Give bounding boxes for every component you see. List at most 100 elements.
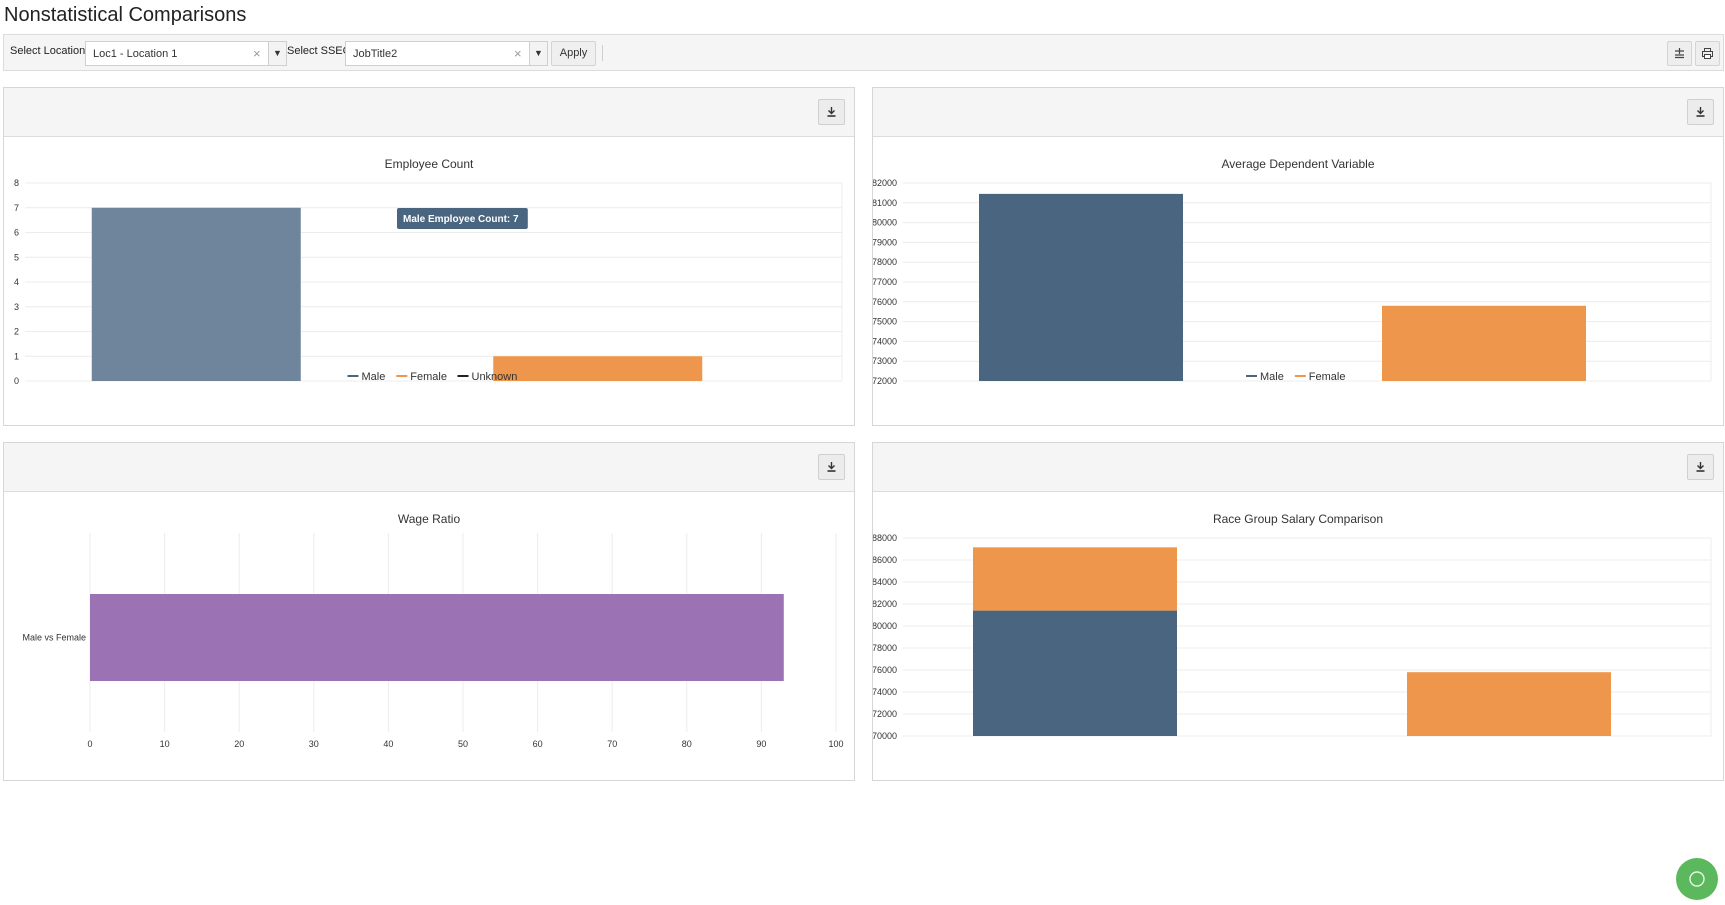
y-tick-label: 72000 (873, 709, 897, 719)
filter-settings-button[interactable] (1667, 41, 1692, 66)
tooltip-text: Male Employee Count: 7 (403, 214, 519, 225)
y-category-label: Male vs Female (22, 633, 86, 643)
legend-label: Male (1260, 371, 1284, 383)
x-tick-label: 50 (458, 739, 468, 749)
employee-count-panel: Employee Count 0 1 2 3 4 5 6 7 8 Male Female Unknown… (3, 87, 855, 426)
bar (91, 207, 301, 381)
y-tick-label: 82000 (873, 599, 897, 609)
tooltip-box (397, 208, 528, 229)
bar (1407, 672, 1611, 736)
average-dependent-variable-chart: Average Dependent Variable 72000 73000 7400… (873, 157, 1712, 386)
y-tick-label: 3 (14, 302, 19, 312)
y-tick-label: 0 (14, 376, 19, 386)
x-tick-label: 90 (756, 739, 766, 749)
y-tick-label: 70000 (873, 731, 897, 741)
panel-header (4, 88, 854, 137)
legend-label: Female (410, 371, 447, 383)
y-tick-label: 79000 (873, 237, 897, 247)
legend-label: Female (1309, 371, 1346, 383)
sseg-select-value: JobTitle2 (353, 48, 398, 60)
sseg-clear-icon[interactable]: × (514, 46, 522, 61)
download-button[interactable] (818, 454, 845, 480)
location-dropdown-icon[interactable]: ▼ (268, 42, 286, 65)
sseg-dropdown-icon[interactable]: ▼ (529, 42, 547, 65)
y-tick-label: 76000 (873, 297, 897, 307)
chart-title: Average Dependent Variable (1222, 157, 1375, 171)
bar (973, 610, 1177, 736)
legend-label: Unknown (472, 371, 518, 383)
print-icon (1702, 48, 1713, 59)
print-button[interactable] (1695, 41, 1720, 66)
race-group-salary-chart: Race Group Salary Comparison 70000 72000 74… (873, 512, 1712, 741)
chart-title: Race Group Salary Comparison (1213, 512, 1383, 526)
x-tick-label: 60 (533, 739, 543, 749)
panel-header (873, 88, 1723, 137)
y-tick-label: 72000 (873, 376, 897, 386)
chart-title: Wage Ratio (398, 512, 461, 526)
help-icon (1689, 871, 1705, 887)
race-group-salary-panel: Race Group Salary Comparison 70000 72000 74… (872, 442, 1724, 781)
y-tick-label: 2 (14, 327, 19, 337)
x-tick-label: 20 (234, 739, 244, 749)
location-clear-icon[interactable]: × (253, 46, 261, 61)
y-tick-label: 78000 (873, 643, 897, 653)
download-icon (827, 462, 836, 472)
help-fab-button[interactable] (1676, 858, 1718, 900)
x-tick-label: 80 (682, 739, 692, 749)
y-tick-label: 74000 (873, 336, 897, 346)
y-tick-label: 84000 (873, 577, 897, 587)
bar (493, 356, 703, 381)
x-tick-label: 10 (160, 739, 170, 749)
sseg-label: Select SSEG (287, 45, 352, 57)
y-tick-label: 7 (14, 203, 19, 213)
y-tick-label: 6 (14, 228, 19, 238)
x-tick-label: 40 (383, 739, 393, 749)
x-tick-label: 0 (87, 739, 92, 749)
average-dependent-variable-panel: Average Dependent Variable 72000 73000 7400… (872, 87, 1724, 426)
y-tick-label: 81000 (873, 198, 897, 208)
location-select-value: Loc1 - Location 1 (93, 48, 178, 60)
wage-ratio-chart: Wage Ratio 0 10 20 30 40 50 60 70 80 90 100 Male vs … (22, 512, 843, 749)
y-tick-label: 4 (14, 277, 19, 287)
y-tick-label: 74000 (873, 687, 897, 697)
y-tick-label: 80000 (873, 621, 897, 631)
download-button[interactable] (818, 99, 845, 125)
location-select[interactable]: Loc1 - Location 1 × ▼ (85, 41, 287, 66)
y-tick-label: 76000 (873, 665, 897, 675)
x-tick-label: 30 (309, 739, 319, 749)
x-tick-label: 70 (607, 739, 617, 749)
download-icon (1696, 107, 1705, 117)
y-tick-label: 73000 (873, 356, 897, 366)
y-tick-label: 80000 (873, 218, 897, 228)
y-tick-label: 77000 (873, 277, 897, 287)
bar (973, 547, 1177, 611)
chart-title: Employee Count (385, 157, 474, 171)
y-tick-label: 82000 (873, 178, 897, 188)
y-tick-label: 78000 (873, 257, 897, 267)
download-button[interactable] (1687, 99, 1714, 125)
panel-header (873, 443, 1723, 492)
sliders-icon (1675, 48, 1684, 59)
page-title: Nonstatistical Comparisons (4, 4, 247, 26)
toolbar-divider (602, 45, 603, 61)
filter-toolbar: Select Location Loc1 - Location 1 × ▼ Se… (3, 34, 1724, 71)
download-icon (827, 107, 836, 117)
bar (979, 193, 1183, 381)
bar (90, 594, 784, 681)
y-tick-label: 86000 (873, 555, 897, 565)
y-tick-label: 88000 (873, 533, 897, 543)
wage-ratio-panel: Wage Ratio 0 10 20 30 40 50 60 70 80 90 100 Male vs … (3, 442, 855, 781)
bar (1382, 305, 1586, 381)
legend-label: Male (362, 371, 386, 383)
location-label: Select Location (10, 45, 86, 57)
y-tick-label: 8 (14, 178, 19, 188)
y-tick-label: 5 (14, 252, 19, 262)
y-tick-label: 75000 (873, 317, 897, 327)
y-tick-label: 1 (14, 351, 19, 361)
x-tick-label: 100 (828, 739, 843, 749)
apply-button[interactable]: Apply (551, 41, 596, 66)
employee-count-chart: Employee Count 0 1 2 3 4 5 6 7 8 Male Female Unknown… (14, 157, 843, 386)
sseg-select[interactable]: JobTitle2 × ▼ (345, 41, 548, 66)
download-button[interactable] (1687, 454, 1714, 480)
panel-header (4, 443, 854, 492)
